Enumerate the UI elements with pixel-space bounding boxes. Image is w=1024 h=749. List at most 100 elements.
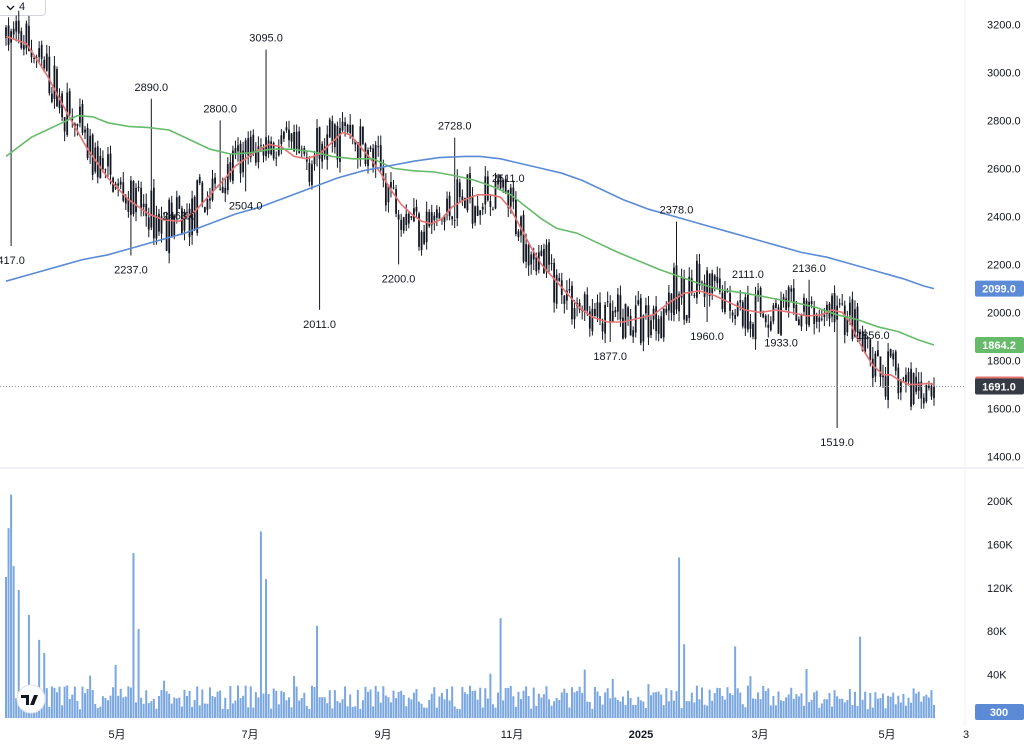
volume-bar	[591, 708, 594, 718]
candle-body	[759, 287, 762, 314]
candle-body	[254, 150, 257, 163]
volume-bar	[387, 697, 390, 718]
candle-body	[43, 59, 46, 69]
volume-bar	[129, 687, 132, 718]
candle-body	[514, 198, 517, 235]
volume-bar	[318, 697, 321, 718]
volume-bar	[846, 700, 849, 718]
volume-bar	[109, 695, 112, 718]
volume-bar	[272, 688, 275, 718]
candle-body	[604, 304, 607, 334]
candle-body	[392, 187, 395, 189]
volume-bar	[211, 695, 214, 718]
volume-bar	[170, 703, 173, 718]
price-annotation: 2890.0	[134, 82, 168, 94]
candle-body	[826, 304, 828, 314]
volume-bar	[848, 689, 851, 718]
volume-bar	[522, 690, 525, 718]
volume-bar	[7, 528, 10, 718]
volume-bar	[780, 700, 783, 718]
candle-body	[545, 244, 548, 272]
candle-body	[101, 158, 104, 170]
last-price-badge: 1691.0	[982, 382, 1016, 394]
volume-bar	[568, 707, 571, 718]
candle-body	[673, 267, 675, 316]
volume-bar	[660, 694, 663, 718]
volume-bar	[861, 699, 864, 718]
volume-bar	[112, 687, 115, 718]
volume-bar	[346, 706, 349, 718]
candle-body	[117, 183, 120, 186]
volume-bar	[897, 695, 900, 718]
interval-toggle[interactable]: 4	[0, 0, 46, 16]
candle-body	[344, 122, 346, 127]
volume-bar	[655, 692, 658, 718]
price-annotation: 2511.0	[492, 173, 525, 185]
volume-bar	[695, 685, 698, 718]
volume-bar	[458, 709, 461, 718]
candle-body	[902, 377, 905, 379]
volume-bar	[173, 697, 176, 718]
candle-body	[397, 214, 400, 220]
candle-body	[688, 276, 691, 319]
volume-bar	[698, 699, 701, 718]
moving-average-line-2	[5, 114, 935, 346]
volume-bar	[491, 704, 494, 718]
candle-body	[864, 334, 867, 353]
volume-bar	[711, 700, 714, 718]
candle-body	[925, 384, 928, 402]
volume-bar	[117, 695, 120, 718]
candle-body	[573, 308, 576, 320]
candle-body	[288, 129, 290, 141]
volume-bar	[652, 692, 655, 718]
volume-bar	[723, 699, 726, 718]
volume-bar	[277, 704, 280, 718]
volume-bar	[430, 693, 433, 718]
candle-body	[675, 265, 678, 310]
volume-bar	[333, 690, 336, 718]
candle-body	[889, 349, 892, 357]
volume-bar	[833, 690, 836, 718]
volume-bar	[922, 696, 925, 718]
candle-body	[311, 164, 313, 185]
volume-bar	[555, 698, 558, 718]
candle-body	[239, 143, 242, 174]
price-annotation: 417.0	[0, 255, 25, 267]
candle-body	[843, 305, 846, 336]
candle-body	[270, 141, 273, 155]
candle-body	[237, 145, 239, 152]
price-annotation: 2011.0	[303, 319, 336, 331]
candle-body	[693, 295, 696, 297]
volume-bar	[576, 691, 579, 718]
candle-body	[680, 276, 683, 298]
candle-body	[543, 249, 545, 274]
volume-bar	[887, 695, 890, 718]
volume-bar	[527, 696, 530, 718]
volume-bar	[150, 701, 153, 718]
price-axis-tick: 1800.0	[987, 355, 1021, 367]
volume-bar	[81, 686, 84, 718]
volume-bar	[361, 700, 364, 718]
time-axis-label: 5月	[108, 729, 125, 741]
volume-bar	[351, 706, 354, 718]
candle-body	[25, 23, 28, 49]
candle-body	[741, 302, 744, 327]
volume-bar	[754, 698, 757, 718]
candle-body	[606, 301, 609, 303]
candle-body	[701, 281, 703, 283]
candle-body	[632, 330, 635, 337]
volume-bar	[76, 700, 79, 718]
candle-body	[591, 308, 594, 332]
volume-bar	[759, 699, 762, 718]
volume-bar	[486, 698, 489, 718]
candle-body	[744, 297, 747, 329]
volume-bar	[364, 686, 367, 718]
candle-body	[362, 126, 364, 144]
candle-body	[122, 182, 125, 201]
candle-body	[540, 250, 543, 256]
price-annotation: 2136.0	[792, 263, 826, 275]
volume-bar	[290, 707, 293, 718]
volume-bar	[476, 699, 479, 718]
candle-body	[160, 216, 163, 234]
